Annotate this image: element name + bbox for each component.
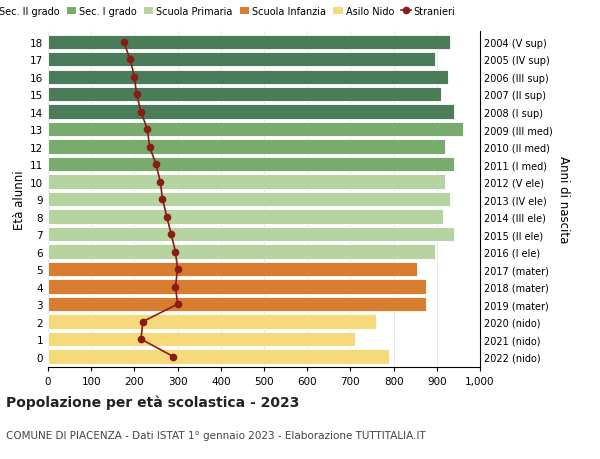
- Text: COMUNE DI PIACENZA - Dati ISTAT 1° gennaio 2023 - Elaborazione TUTTITALIA.IT: COMUNE DI PIACENZA - Dati ISTAT 1° genna…: [6, 431, 426, 440]
- Bar: [48, 210, 443, 224]
- Bar: [48, 297, 426, 312]
- Y-axis label: Anni di nascita: Anni di nascita: [557, 156, 569, 243]
- Bar: [48, 332, 355, 347]
- Bar: [48, 192, 450, 207]
- Y-axis label: Età alunni: Età alunni: [13, 170, 26, 230]
- Bar: [48, 70, 448, 84]
- Bar: [48, 350, 389, 364]
- Bar: [48, 175, 445, 190]
- Bar: [48, 105, 454, 119]
- Bar: [48, 315, 376, 329]
- Bar: [48, 123, 463, 137]
- Bar: [48, 140, 445, 155]
- Bar: [48, 88, 441, 102]
- Bar: [48, 280, 426, 294]
- Text: Popolazione per età scolastica - 2023: Popolazione per età scolastica - 2023: [6, 395, 299, 409]
- Bar: [48, 35, 450, 50]
- Bar: [48, 157, 454, 172]
- Bar: [48, 245, 434, 259]
- Bar: [48, 227, 454, 242]
- Legend: Sec. II grado, Sec. I grado, Scuola Primaria, Scuola Infanzia, Asilo Nido, Stran: Sec. II grado, Sec. I grado, Scuola Prim…: [0, 3, 459, 21]
- Bar: [48, 53, 434, 67]
- Bar: [48, 262, 418, 277]
